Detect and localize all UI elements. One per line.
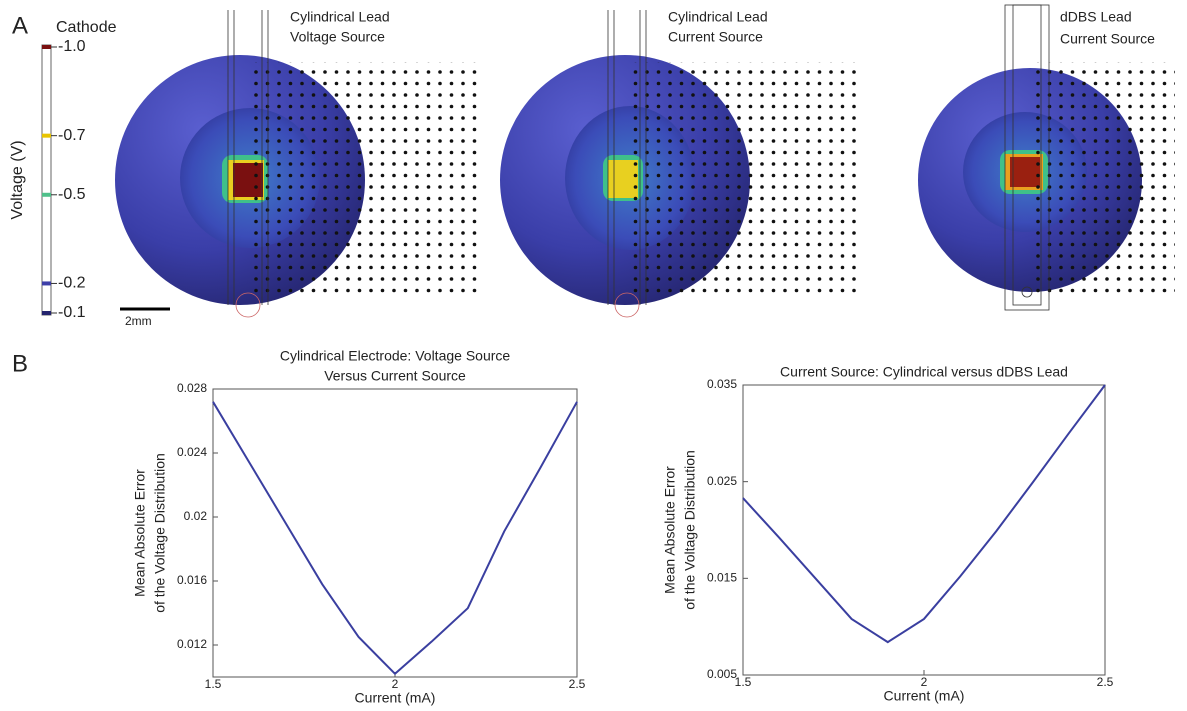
colorbar-tick-label: -1.0 [58,38,86,55]
colorbar-title: Cathode [56,19,117,36]
y-tick-label: 0.015 [707,571,737,585]
x-tick-label: 2 [392,677,399,691]
y-tick-label: 0.035 [707,377,737,391]
image-title: Voltage Source [290,29,385,45]
x-axis-label: Current (mA) [884,688,965,704]
x-axis-label: Current (mA) [355,690,436,706]
field-image: Cylindrical Lead Current Source [500,9,858,317]
panel-label: A [12,12,28,39]
image-title: Cylindrical Lead [668,9,768,25]
image-title: Current Source [1060,31,1155,47]
plot-frame [743,385,1105,675]
chart-title: Current Source: Cylindrical versus dDBS … [780,364,1068,380]
figure: A B Cathode Voltage (V) 2mm Cylindrical … [0,0,1187,711]
chart-title: Versus Current Source [324,368,466,384]
colorbar-label: Voltage (V) [9,140,26,219]
image-title: dDBS Lead [1060,9,1132,25]
colorbar-tick-label: -0.2 [58,275,86,292]
x-tick-label: 2.5 [1097,675,1114,689]
colorbar-tick [42,134,51,138]
y-axis-label: of the Voltage Distribution [682,450,698,610]
colorbar-tick-label: -0.5 [58,186,86,203]
colorbar: Cathode Voltage (V) [9,19,116,315]
y-axis-label: of the Voltage Distribution [152,453,168,613]
y-axis-label: Mean Absolute Error [662,466,678,594]
data-line [743,385,1105,642]
colorbar-frame [42,45,51,315]
y-tick-label: 0.012 [177,637,207,651]
y-tick-label: 0.024 [177,445,207,459]
chart-title: Cylindrical Electrode: Voltage Source [280,348,511,364]
y-tick-label: 0.016 [177,573,207,587]
colorbar-tick [42,311,51,315]
x-tick-label: 2 [921,675,928,689]
field-image: dDBS Lead Current Source [918,5,1175,310]
image-title: Current Source [668,29,763,45]
colorbar-tick [42,193,51,197]
field-image: Cylindrical Lead Voltage Source [115,9,477,317]
colorbar-tick [42,45,51,49]
y-tick-label: 0.028 [177,381,207,395]
x-tick-label: 2.5 [569,677,586,691]
scale-bar-label: 2mm [125,314,152,328]
colorbar-tick-label: -0.7 [58,127,86,144]
x-tick-label: 1.5 [735,675,752,689]
y-tick-label: 0.02 [184,509,208,523]
data-line [213,402,577,674]
plot-frame [213,389,577,677]
y-tick-label: 0.025 [707,474,737,488]
image-title: Cylindrical Lead [290,9,390,25]
panel-label: B [12,350,28,377]
y-tick-label: 0.005 [707,667,737,681]
x-tick-label: 1.5 [205,677,222,691]
y-axis-label: Mean Absolute Error [132,469,148,597]
colorbar-tick-label: -0.1 [58,304,86,321]
colorbar-tick [42,281,51,285]
